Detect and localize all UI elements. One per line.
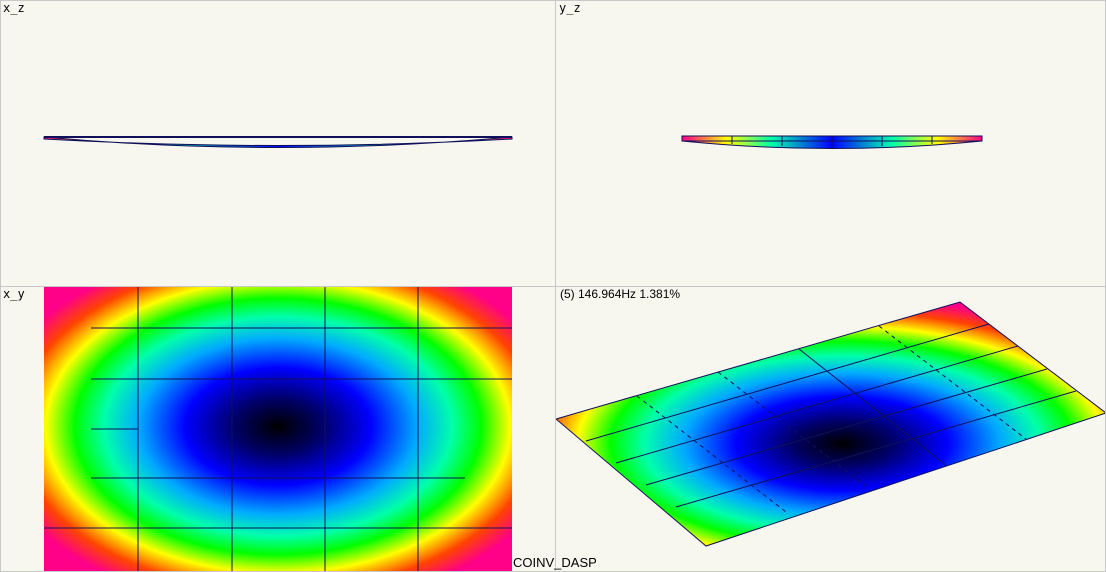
xz-side-profile <box>43 136 513 148</box>
app-name-label: COINV_DASP <box>513 555 597 570</box>
xy-top-view <box>44 286 512 572</box>
viewport-xz-label: x_z <box>3 1 25 15</box>
iso-3d-view <box>556 301 1106 547</box>
mode-frequency-damping-label: (5) 146.964Hz 1.381% <box>560 287 681 301</box>
horizontal-divider <box>0 286 1106 287</box>
viewport-yz-label: y_z <box>559 1 581 15</box>
viewport-iso[interactable]: (5) 146.964Hz 1.381% <box>556 286 1106 572</box>
viewport-xy[interactable]: x_y <box>0 286 556 572</box>
viewport-yz[interactable]: y_z <box>556 0 1106 286</box>
yz-side-profile <box>681 135 983 149</box>
viewport-xy-label: x_y <box>3 287 25 301</box>
viewport-xz[interactable]: x_z <box>0 0 556 286</box>
